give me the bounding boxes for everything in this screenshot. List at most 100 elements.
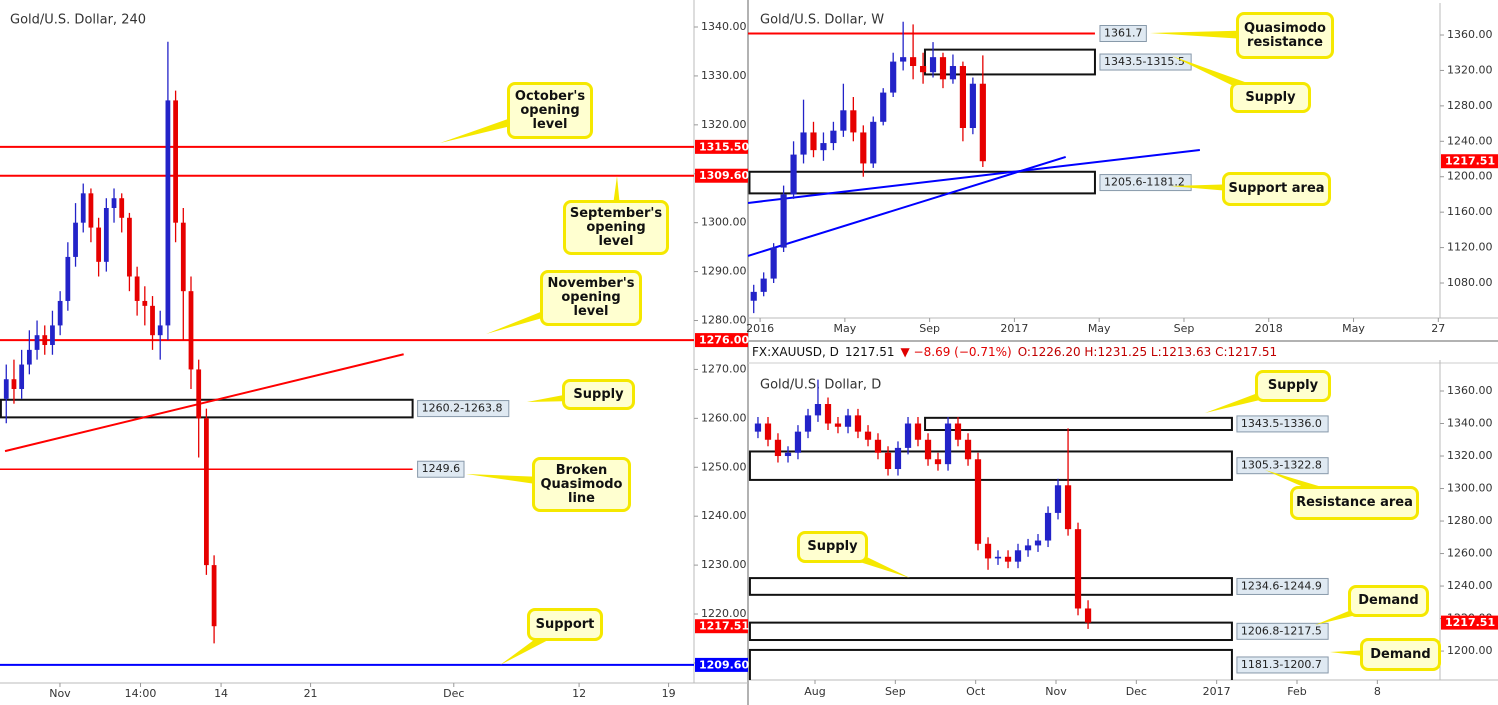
candle-body <box>57 300 63 326</box>
x-tick-label: 27 <box>1431 322 1445 335</box>
candle-body <box>1004 556 1012 562</box>
candle-body <box>890 61 897 93</box>
candle-body <box>864 431 872 440</box>
callout: Quasimodo resistance <box>1236 12 1334 59</box>
candle-body <box>180 222 186 292</box>
trendline <box>4 353 404 453</box>
candle-body <box>814 404 822 416</box>
candle-body <box>26 349 32 365</box>
price-tag-label: 1209.60 <box>699 658 749 671</box>
zone <box>923 48 1096 76</box>
candle-body <box>820 143 827 151</box>
candle-body <box>894 447 902 470</box>
trendline <box>748 156 1067 257</box>
candle-body <box>19 364 25 390</box>
candle-body <box>790 154 797 195</box>
callout: September's opening level <box>563 200 669 255</box>
symbol-header: FX:XAUUSD, D 1217.51 ▼ −8.69 (−0.71%) O:122… <box>752 345 1277 359</box>
candle-body <box>854 415 862 432</box>
candle-body <box>994 556 1002 559</box>
candle-body <box>844 415 852 427</box>
candle-body <box>1064 485 1072 530</box>
x-tick-label: 2017 <box>1000 322 1028 335</box>
candle-body <box>784 452 792 457</box>
zone-label-box <box>1236 457 1329 475</box>
y-tick-label: 1260.00 <box>701 411 747 424</box>
candle-body <box>974 459 982 544</box>
plot <box>0 41 694 666</box>
zone-label: 1343.5-1315.5 <box>1104 55 1185 68</box>
candle-body <box>119 198 125 218</box>
y-tick-label: 1230.00 <box>701 558 747 571</box>
callout: Demand <box>1348 585 1429 617</box>
candle-body <box>794 431 802 453</box>
header-change: ▼ −8.69 (−0.71%) <box>901 345 1012 359</box>
candle-body <box>764 423 772 440</box>
candle-body <box>870 121 877 164</box>
x-tick-label: Aug <box>804 685 825 698</box>
price-tag-label: 1217.51 <box>1445 155 1495 168</box>
chart-title: Gold/U.S. Dollar, D <box>760 378 881 393</box>
zone-label-box <box>1236 622 1329 640</box>
header-last: 1217.51 <box>845 345 895 359</box>
candle-body <box>774 439 782 457</box>
candle-body <box>860 132 867 164</box>
candle-body <box>150 305 155 336</box>
zone-label: 1234.6-1244.9 <box>1241 579 1322 592</box>
y-tick-label: 1220.00 <box>701 607 747 620</box>
y-tick-label: 1240.00 <box>1447 579 1493 592</box>
candle-body <box>1044 512 1052 541</box>
candle-body <box>157 325 163 336</box>
y-tick-label: 1360.00 <box>1447 28 1493 41</box>
candle-body <box>196 369 202 419</box>
y-tick-label: 1320.00 <box>1447 63 1493 76</box>
callout: Supply <box>562 379 635 410</box>
candle-body <box>874 439 882 453</box>
y-tick-label: 1240.00 <box>701 509 747 522</box>
candle-body <box>3 379 9 399</box>
candle-body <box>900 57 907 62</box>
candle-body <box>949 66 957 80</box>
x-tick-label: May <box>833 322 856 335</box>
price-tag <box>695 619 748 634</box>
candle-body <box>800 132 807 155</box>
x-tick-label: Sep <box>885 685 906 698</box>
zone-label-box <box>1236 577 1329 595</box>
candle-body <box>904 423 912 448</box>
y-tick-label: 1320.00 <box>1447 449 1493 462</box>
candle-body <box>1034 540 1042 546</box>
x-tick-label: 2016 <box>746 322 774 335</box>
y-tick-label: 1300.00 <box>701 216 747 229</box>
y-tick-label: 1250.00 <box>701 460 747 473</box>
chart-title: Gold/U.S. Dollar, 240 <box>10 13 146 28</box>
zone-label: 1249.6 <box>422 462 461 475</box>
zone-label-box <box>1236 415 1329 433</box>
price-tag <box>695 168 748 183</box>
price-tag-label: 1217.51 <box>1445 616 1495 629</box>
candle-body <box>824 404 832 424</box>
x-tick-label: 14 <box>214 687 228 700</box>
candle-body <box>884 452 892 470</box>
candle-body <box>80 193 86 223</box>
price-tag-label: 1309.60 <box>699 169 749 182</box>
y-tick-label: 1260.00 <box>1447 547 1493 560</box>
y-tick-label: 1270.00 <box>701 362 747 375</box>
candle-body <box>1084 608 1092 623</box>
candle-body <box>754 423 762 432</box>
candle-body <box>142 300 148 306</box>
candle-body <box>804 415 812 432</box>
y-tick-label: 1280.00 <box>1447 99 1493 112</box>
y-tick-label: 1240.00 <box>1447 134 1493 147</box>
candle-body <box>50 325 55 345</box>
callout: October's opening level <box>507 82 593 139</box>
candle-body <box>134 276 140 301</box>
x-tick-label: Dec <box>1126 685 1147 698</box>
candle-body <box>969 83 976 129</box>
candle-body <box>954 423 962 440</box>
candle-body <box>780 194 787 248</box>
candle-body <box>165 100 171 326</box>
y-tick-label: 1120.00 <box>1447 241 1493 254</box>
candle-body <box>959 66 967 129</box>
x-tick-label: 21 <box>304 687 318 700</box>
